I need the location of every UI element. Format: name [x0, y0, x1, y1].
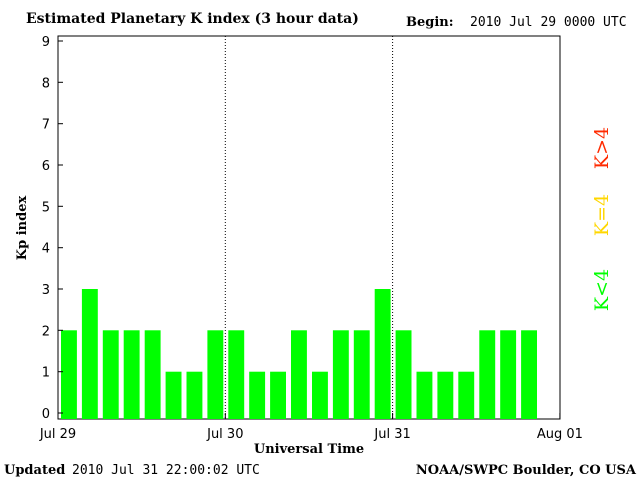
- y-tick-label: 6: [42, 159, 50, 174]
- x-axis-label: Universal Time: [254, 442, 364, 457]
- begin-label: Begin:: [406, 15, 454, 30]
- x-axis-ticks: Jul 29 Jul 30 Jul 31 Aug 01: [39, 413, 583, 442]
- updated-value: 2010 Jul 31 22:00:02 UTC: [72, 463, 260, 478]
- kp-bar: [270, 371, 286, 419]
- x-tick-label: Jul 31: [373, 427, 410, 442]
- y-axis-label: Kp index: [15, 196, 30, 261]
- legend-k-below-4: K<4: [591, 269, 613, 311]
- kp-bar: [437, 371, 454, 419]
- kp-bar: [186, 371, 203, 419]
- y-tick-label: 8: [42, 76, 50, 91]
- source-credit: NOAA/SWPC Boulder, CO USA: [416, 463, 637, 478]
- updated-label: Updated: [4, 463, 65, 478]
- kp-bar: [374, 289, 391, 419]
- kp-bar: [312, 371, 328, 419]
- kp-bar: [416, 371, 433, 419]
- day-separators: [224, 36, 394, 419]
- y-tick-label: 5: [42, 200, 50, 215]
- y-tick-label: 4: [42, 242, 50, 257]
- kp-bar: [521, 330, 537, 419]
- kp-bar: [165, 371, 182, 419]
- kp-bar: [61, 330, 77, 419]
- kp-bar: [81, 289, 98, 419]
- x-tick-label: Jul 30: [206, 427, 243, 442]
- begin-value: 2010 Jul 29 0000 UTC: [470, 15, 627, 30]
- kp-bar: [123, 330, 140, 419]
- legend-k-equal-4: K=4: [591, 194, 613, 236]
- x-tick-label: Aug 01: [537, 427, 583, 442]
- kp-bar: [102, 330, 119, 419]
- plot-area: [57, 35, 561, 420]
- y-axis-ticks: 0 1 2 3 4 5 6 7 8 9: [42, 35, 63, 422]
- y-tick-label: 1: [42, 366, 50, 381]
- chart-title: Estimated Planetary K index (3 hour data…: [26, 11, 359, 27]
- y-tick-label: 0: [42, 407, 50, 422]
- kp-bar: [332, 330, 349, 419]
- kp-bar: [207, 330, 224, 419]
- y-tick-label: 2: [42, 324, 50, 339]
- bars-layer: [61, 289, 537, 419]
- kp-bar: [458, 371, 475, 419]
- kp-bar: [500, 330, 517, 419]
- y-tick-label: 9: [42, 35, 50, 50]
- kp-bar: [291, 330, 307, 419]
- y-tick-label: 3: [42, 283, 50, 298]
- legend-k-above-4: K>4: [591, 127, 613, 169]
- kp-bar: [395, 330, 412, 419]
- kp-bar: [353, 330, 370, 419]
- y-tick-label: 7: [42, 118, 50, 133]
- x-tick-label: Jul 29: [39, 427, 76, 442]
- kp-bar: [479, 330, 496, 419]
- kp-bar: [144, 330, 161, 419]
- kp-bar: [228, 330, 245, 419]
- kp-bar: [249, 371, 266, 419]
